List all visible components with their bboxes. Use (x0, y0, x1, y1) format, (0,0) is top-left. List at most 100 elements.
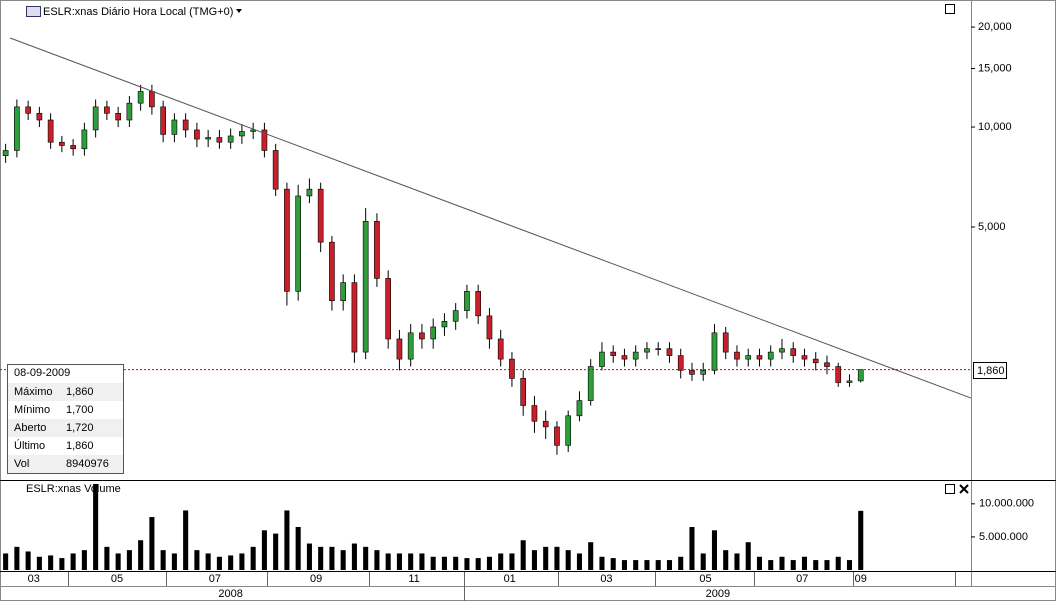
volume-bar (644, 560, 650, 570)
candle-body (790, 348, 797, 356)
candle-body (137, 91, 144, 104)
volume-bar (340, 550, 346, 570)
x-tick-label: 11 (408, 573, 419, 585)
candle-body (554, 426, 560, 446)
volume-bar (14, 546, 20, 570)
volume-bar (565, 550, 571, 570)
maximize-button[interactable] (945, 484, 955, 494)
y-tick-label: 5,000 (978, 221, 1006, 233)
candle-body (340, 282, 347, 301)
volume-bar (700, 553, 706, 570)
volume-bar (160, 550, 166, 570)
volume-bar (846, 560, 853, 570)
volume-title: ESLR:xnas Volume (26, 483, 121, 495)
candle-body (396, 338, 403, 360)
candle-body (205, 137, 211, 140)
volume-bar (723, 550, 729, 570)
info-value: 1,720 (66, 422, 94, 434)
candle-body (419, 332, 425, 340)
info-label: Último (14, 439, 45, 452)
volume-bar (813, 560, 819, 570)
volume-bar (351, 543, 357, 570)
candle-body (576, 400, 583, 417)
volume-bar (520, 540, 526, 570)
volume-bar (666, 560, 672, 570)
volume-bar (756, 556, 763, 570)
info-value: 8940976 (66, 458, 109, 470)
volume-bar (543, 546, 549, 570)
volume-bar (396, 553, 402, 570)
month-separators (68, 572, 956, 601)
candle-body (295, 195, 301, 292)
candle-body (149, 91, 155, 108)
candle-body (745, 355, 752, 360)
candle-body (2, 150, 9, 156)
volume-bar (273, 533, 279, 570)
candle-body (857, 369, 864, 382)
volume-bar (633, 560, 639, 570)
candle-body (36, 112, 43, 121)
candle-body (655, 348, 662, 350)
volume-bar (689, 526, 695, 570)
candle-body (171, 119, 178, 135)
candle-body (599, 351, 605, 367)
volume-bar (678, 556, 684, 570)
x-tick-label: 03 (28, 573, 40, 585)
plot-area (2, 84, 864, 570)
candle-body (216, 137, 223, 143)
candle-body (374, 221, 380, 279)
candle-body (677, 355, 684, 371)
volume-bar (621, 560, 627, 570)
volume-bar (498, 553, 504, 570)
candle-body (464, 291, 470, 311)
cfd-icon (26, 6, 41, 17)
volume-bar (329, 546, 335, 570)
candle-body (362, 221, 369, 353)
price-label-box (973, 362, 1007, 379)
candle-body (239, 131, 245, 137)
price-label: 1,860 (977, 365, 1005, 377)
candle-body (14, 106, 20, 151)
volume-bar (779, 556, 785, 570)
candle-body (509, 358, 515, 379)
volume-bar (81, 550, 87, 570)
maximize-button[interactable] (945, 4, 955, 14)
volume-bar (768, 560, 774, 570)
volume-bar (3, 553, 9, 570)
volume-bar (824, 560, 830, 570)
info-label: Aberto (14, 422, 46, 434)
volume-tick-label: 10.000.000 (979, 498, 1034, 510)
year-label: 2008 (218, 588, 242, 600)
candle-body (430, 326, 437, 340)
candle-body (689, 370, 695, 375)
candle-body (700, 370, 707, 375)
candle-body (531, 405, 538, 422)
candle-body (126, 102, 133, 121)
volume-bar (599, 556, 605, 570)
trendline (9, 37, 972, 399)
candle-body (812, 358, 819, 364)
info-value: 1,700 (66, 404, 94, 416)
volume-bar (138, 540, 144, 570)
volume-bar (858, 510, 864, 570)
volume-bar (430, 556, 436, 570)
info-value: 1,860 (66, 386, 94, 398)
x-tick-label: 05 (111, 573, 123, 585)
close-button[interactable] (959, 484, 969, 494)
volume-bar (509, 553, 515, 570)
candle-body (182, 119, 189, 131)
candle-body (824, 362, 830, 367)
candle-body (520, 378, 527, 406)
candle-body (779, 348, 785, 353)
title-dropdown[interactable] (236, 9, 242, 13)
candle-body (835, 366, 842, 383)
volume-bar (745, 542, 751, 570)
candle-body (385, 278, 392, 340)
candle-body (542, 420, 549, 428)
candle-body (261, 129, 268, 151)
x-tick-label: 09 (855, 573, 867, 585)
volume-bar (183, 510, 189, 570)
volume-bar (441, 556, 447, 570)
volume-bar (531, 550, 537, 570)
